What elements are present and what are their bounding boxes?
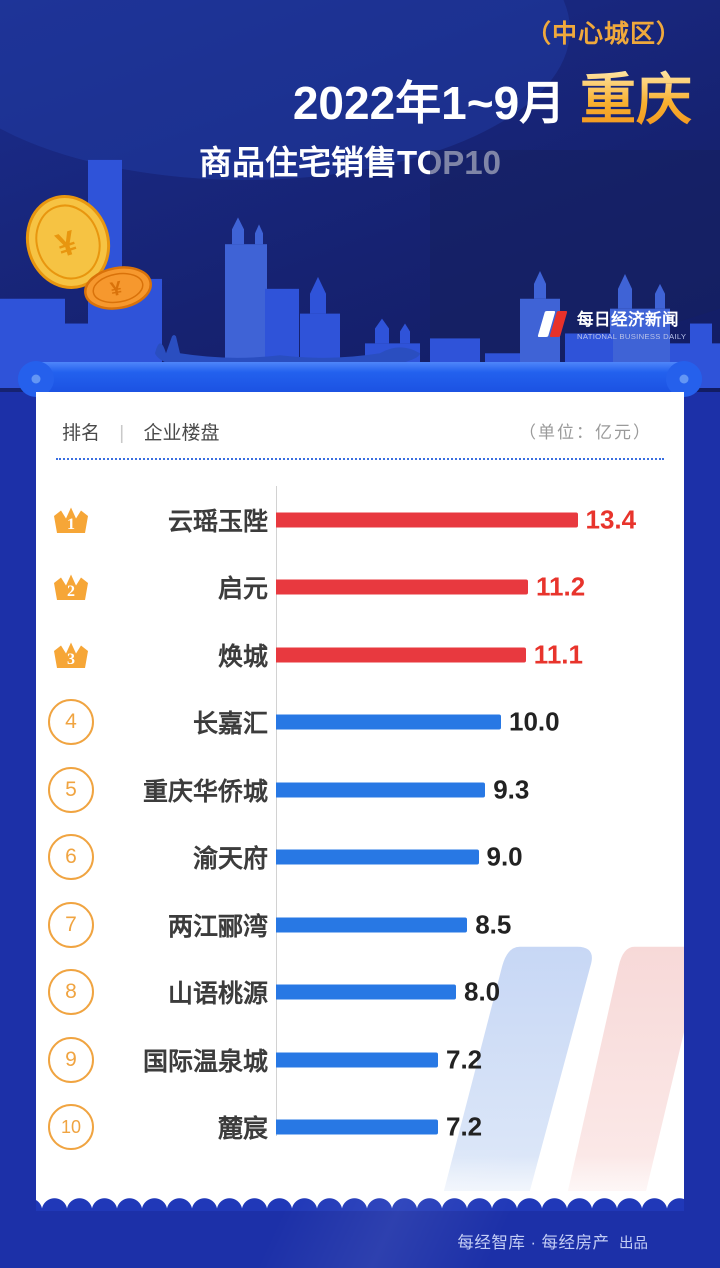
svg-text:2: 2 xyxy=(67,583,75,600)
svg-text:1: 1 xyxy=(67,516,75,533)
svg-text:3: 3 xyxy=(67,651,75,668)
